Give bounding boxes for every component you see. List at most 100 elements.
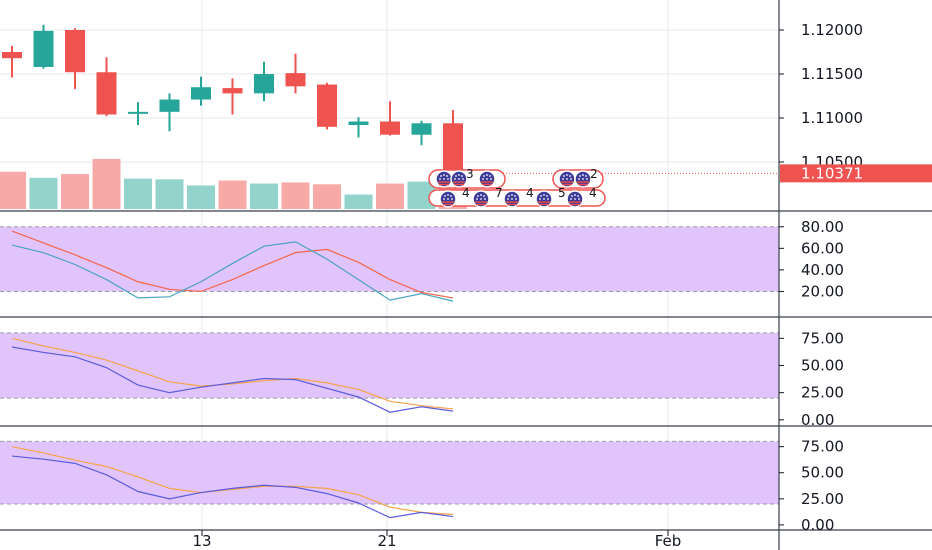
y-tick-label: 40.00 [801,261,844,279]
oscillator-series-line [11,346,454,413]
y-tick-label: 80.00 [801,218,844,236]
y-tick-label: 0.00 [801,411,834,429]
y-tick-label: 20.00 [801,282,844,300]
us-flag-icon[interactable] [503,190,521,208]
current-price-tag: 1.10371 [780,164,932,183]
candle[interactable] [254,61,274,102]
event-number-label: 4 [589,186,597,200]
oscillator-series-line [11,241,454,302]
event-number-label: 7 [495,186,503,200]
candle-body [348,121,369,126]
overbought-oversold-band [0,332,779,399]
us-flag-icon[interactable] [558,170,576,188]
time-tick-label: 21 [377,532,396,550]
candle-body [128,111,148,114]
candle[interactable] [159,93,180,132]
price-scales[interactable]: 80.00 60.00 40.00 20.00 75.00 50.00 25.00 0.00 7… [779,21,932,534]
us-flag-icon[interactable] [439,190,457,208]
us-flag-icon[interactable] [566,190,584,208]
candle[interactable] [285,53,306,94]
candle[interactable] [222,78,243,115]
event-number-label: 5 [558,186,566,200]
oscillator-lines [11,230,454,519]
oscillator-series-line [11,337,454,410]
event-number-label: 4 [526,186,534,200]
current-price-label: 1.10371 [801,164,863,182]
volume-bar [344,194,373,209]
us-flag-icon[interactable] [478,170,496,188]
volume-bar [155,179,184,209]
y-tick-label: 25.00 [801,384,844,402]
event-count-label: 2 [590,167,598,181]
volume-bar [250,183,278,209]
event-number-label: 4 [462,186,470,200]
candle[interactable] [128,102,148,126]
candle-body [285,73,306,87]
volume-bar [29,177,58,209]
volume-bar [92,158,121,209]
price-tick-label: 1.11500 [801,65,863,83]
volume-bar [0,171,26,209]
time-tick-label: Feb [655,532,682,550]
us-flag-icon[interactable] [472,190,490,208]
oscillator-bands [0,226,779,505]
volume-bar [281,182,310,209]
y-tick-label: 50.00 [801,356,844,374]
y-tick-label: 75.00 [801,329,844,347]
oscillator-series-line [11,446,454,516]
us-flag-icon[interactable] [450,170,468,188]
y-tick-label: 75.00 [801,438,844,456]
price-tick-label: 1.12000 [801,21,863,39]
event-row[interactable]: 4 7 4 5 4 [428,186,606,208]
volume-bar [218,180,247,209]
candle-body [159,99,180,112]
candle-body [191,87,211,100]
candle-body [254,74,274,94]
candle[interactable] [411,120,432,146]
y-tick-label: 50.00 [801,464,844,482]
price-tick-label: 1.11000 [801,109,863,127]
time-scale[interactable]: 13 21 Feb [192,530,681,550]
event-group-badge[interactable]: 3 [428,167,506,189]
volume-bar [61,174,89,209]
y-tick-label: 25.00 [801,490,844,508]
volume-bar [376,183,404,209]
volume-bars [0,158,467,209]
event-count-label: 3 [466,167,474,181]
oscillator-series-line [11,230,454,299]
us-flag-icon[interactable] [535,190,553,208]
overbought-oversold-band [0,226,779,292]
us-flag-icon[interactable] [574,170,592,188]
candle-body [96,72,117,115]
candle-body [33,30,54,67]
candle[interactable] [348,117,369,138]
y-tick-label: 0.00 [801,516,834,534]
y-tick-label: 60.00 [801,239,844,257]
economic-events[interactable]: 3 2 4 7 4 5 4 [428,167,606,208]
volume-bar [124,178,152,209]
candle-body [443,123,463,174]
us-flag-icon[interactable] [435,170,453,188]
candle-body [65,30,85,73]
candle[interactable] [2,45,22,78]
candlesticks[interactable] [2,24,463,180]
candle[interactable] [443,110,463,180]
candle[interactable] [96,57,117,117]
candle[interactable] [65,28,85,89]
time-tick-label: 13 [192,532,211,550]
event-group-badge[interactable]: 2 [552,167,604,189]
candle-body [411,123,432,135]
oscillator-series-line [11,455,454,519]
candle-body [380,121,400,135]
candle-body [317,84,337,127]
volume-bar [313,184,341,209]
candle-body [2,52,22,59]
candle[interactable] [380,101,400,136]
candle[interactable] [191,76,211,106]
candle[interactable] [317,82,337,130]
candle[interactable] [33,24,54,69]
overbought-oversold-band [0,441,779,505]
candle-body [222,88,243,94]
